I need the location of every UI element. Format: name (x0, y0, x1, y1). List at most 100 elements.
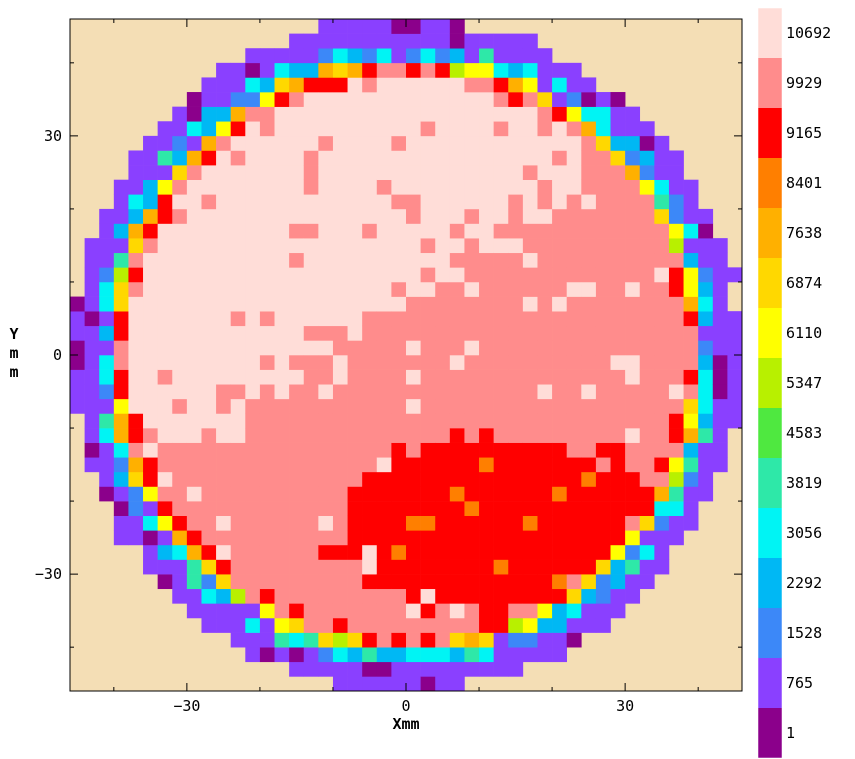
heatmap-cell (332, 384, 348, 400)
heatmap-cell (113, 267, 129, 283)
heatmap-cell (493, 267, 509, 283)
y-tick-label: 0 (53, 346, 62, 364)
heatmap-cell (595, 369, 611, 385)
heatmap-cell (201, 340, 217, 356)
heatmap-cell (128, 194, 144, 210)
heatmap-cell (668, 194, 684, 210)
heatmap-cell (157, 194, 173, 210)
heatmap-cell (259, 150, 275, 166)
heatmap-cell (595, 267, 611, 283)
heatmap-cell (318, 281, 334, 297)
heatmap-cell (595, 486, 611, 502)
heatmap-cell (157, 559, 173, 575)
heatmap-cell (172, 267, 188, 283)
heatmap-cell (552, 486, 567, 502)
heatmap-cell (406, 223, 421, 239)
heatmap-cell (332, 588, 348, 604)
heatmap-cell (552, 252, 567, 268)
heatmap-cell (230, 106, 246, 122)
heatmap-cell (552, 617, 567, 633)
heatmap-cell (566, 77, 582, 93)
heatmap-cell (639, 574, 655, 590)
heatmap-cell (245, 559, 261, 575)
heatmap-cell (274, 77, 290, 93)
heatmap-cell (303, 442, 319, 458)
heatmap-cell (143, 413, 158, 429)
heatmap-cell (157, 150, 173, 166)
heatmap-cell (479, 603, 494, 619)
heatmap-cell (552, 165, 567, 180)
heatmap-cell (391, 325, 407, 341)
heatmap-cell (143, 311, 158, 327)
heatmap-cell (639, 486, 655, 502)
heatmap-cell (84, 267, 100, 283)
heatmap-cell (128, 238, 144, 254)
heatmap-cell (464, 442, 480, 458)
heatmap-cell (362, 135, 378, 151)
heatmap-cell (683, 223, 699, 239)
heatmap-cell (274, 588, 290, 604)
heatmap-cell (289, 544, 305, 560)
heatmap-cell (493, 632, 509, 648)
heatmap-cell (216, 92, 231, 107)
heatmap-cell (289, 62, 305, 78)
heatmap-cell (552, 223, 567, 239)
heatmap-cell (128, 179, 144, 195)
heatmap-cell (712, 457, 728, 473)
colorbar-swatch (758, 558, 782, 608)
heatmap-cell (391, 384, 407, 400)
heatmap-cell (508, 311, 524, 327)
heatmap-cell (259, 325, 275, 341)
heatmap-cell (201, 574, 217, 590)
heatmap-cell (347, 428, 363, 443)
heatmap-cell (259, 647, 275, 663)
heatmap-cell (230, 340, 246, 356)
heatmap-cell (230, 223, 246, 239)
heatmap-cell (668, 384, 684, 400)
heatmap-cell (289, 150, 305, 166)
heatmap-cell (113, 311, 129, 327)
heatmap-cell (84, 325, 100, 341)
heatmap-cell (508, 603, 524, 619)
heatmap-cell (128, 208, 144, 224)
heatmap-cell (654, 340, 670, 356)
heatmap-cell (479, 165, 494, 180)
heatmap-cell (537, 515, 553, 531)
heatmap-cell (654, 252, 670, 268)
heatmap-cell (508, 530, 524, 546)
heatmap-cell (143, 325, 158, 341)
heatmap-cell (610, 515, 626, 531)
heatmap-cell (216, 62, 231, 78)
heatmap-cell (347, 384, 363, 400)
heatmap-cell (537, 603, 553, 619)
heatmap-cell (289, 325, 305, 341)
heatmap-cell (259, 311, 275, 327)
heatmap-cell (259, 544, 275, 560)
heatmap-cell (464, 106, 480, 122)
heatmap-cell (99, 486, 115, 502)
heatmap-cell (683, 501, 699, 516)
heatmap-cell (610, 398, 626, 414)
heatmap-cell (230, 574, 246, 590)
heatmap-cell (245, 223, 261, 239)
heatmap-cell (332, 340, 348, 356)
heatmap-cell (712, 442, 728, 458)
heatmap-cell (318, 442, 334, 458)
heatmap-cell (289, 428, 305, 443)
heatmap-cell (84, 384, 100, 400)
heatmap-cell (303, 501, 319, 516)
heatmap-cell (347, 588, 363, 604)
heatmap-cell (245, 617, 261, 633)
heatmap-cell (391, 165, 407, 180)
heatmap-cell (157, 501, 173, 516)
heatmap-cell (581, 588, 597, 604)
heatmap-cell (406, 325, 421, 341)
heatmap-cell (406, 398, 421, 414)
heatmap-cell (581, 92, 597, 107)
heatmap-cell (595, 179, 611, 195)
heatmap-cell (464, 398, 480, 414)
heatmap-cell (216, 501, 231, 516)
heatmap-cell (522, 150, 538, 166)
heatmap-cell (464, 603, 480, 619)
